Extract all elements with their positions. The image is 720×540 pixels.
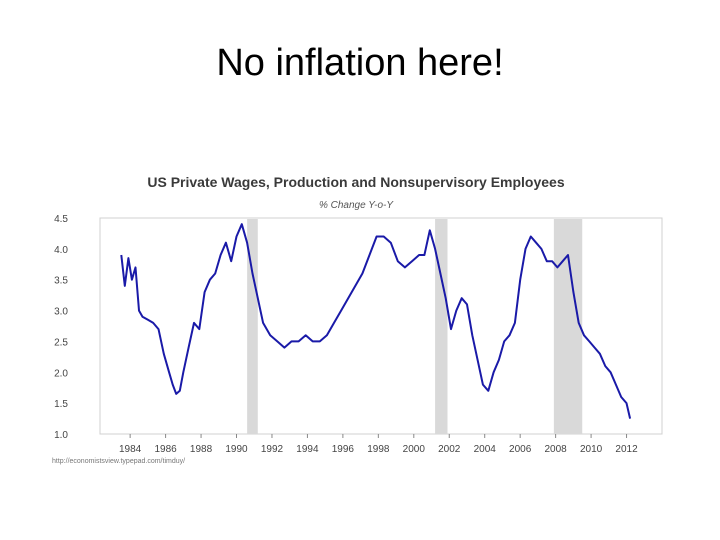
- x-tick-label: 2000: [403, 444, 426, 455]
- x-tick-label: 2004: [474, 444, 497, 455]
- x-tick-label: 1998: [367, 444, 390, 455]
- y-tick-label: 3.5: [54, 276, 68, 287]
- y-tick-label: 1.5: [54, 399, 68, 410]
- x-tick-label: 1994: [296, 444, 319, 455]
- x-tick-label: 1988: [190, 444, 213, 455]
- y-tick-label: 1.0: [54, 430, 68, 441]
- x-tick-label: 2006: [509, 444, 532, 455]
- x-tick-label: 1984: [119, 444, 142, 455]
- x-tick-label: 2002: [438, 444, 461, 455]
- chart-subtitle: % Change Y-o-Y: [318, 200, 394, 211]
- source-url: http://economistsview.typepad.com/timduy…: [52, 458, 186, 465]
- recession-band-3: [553, 219, 583, 434]
- x-tick-label: 1992: [261, 444, 284, 455]
- y-tick-label: 4.5: [54, 214, 68, 225]
- x-tick-label: 1996: [332, 444, 355, 455]
- y-axis-ticks: 1.0 1.5 2.0 2.5 3.0 3.5 4.0 4.5: [54, 214, 68, 441]
- series-line-1: [120, 223, 632, 419]
- y-tick-label: 3.0: [54, 307, 68, 318]
- recession-band-1: [247, 219, 258, 434]
- x-axis-ticks: 1984 1986 1988 1990 1992 1994 1996 1998 2000 2002…: [119, 434, 638, 455]
- x-tick-label: 2012: [615, 444, 638, 455]
- x-tick-label: 1990: [225, 444, 248, 455]
- series-lines: [120, 223, 632, 419]
- x-tick-label: 1986: [154, 444, 177, 455]
- y-tick-label: 2.0: [54, 368, 68, 379]
- x-tick-label: 2010: [580, 444, 603, 455]
- y-tick-label: 2.5: [54, 337, 68, 348]
- recession-band-2: [435, 219, 448, 434]
- chart-title: US Private Wages, Production and Nonsupe…: [147, 174, 565, 190]
- y-tick-label: 4.0: [54, 245, 68, 256]
- slide-title: No inflation here!: [216, 42, 504, 84]
- x-tick-label: 2008: [545, 444, 568, 455]
